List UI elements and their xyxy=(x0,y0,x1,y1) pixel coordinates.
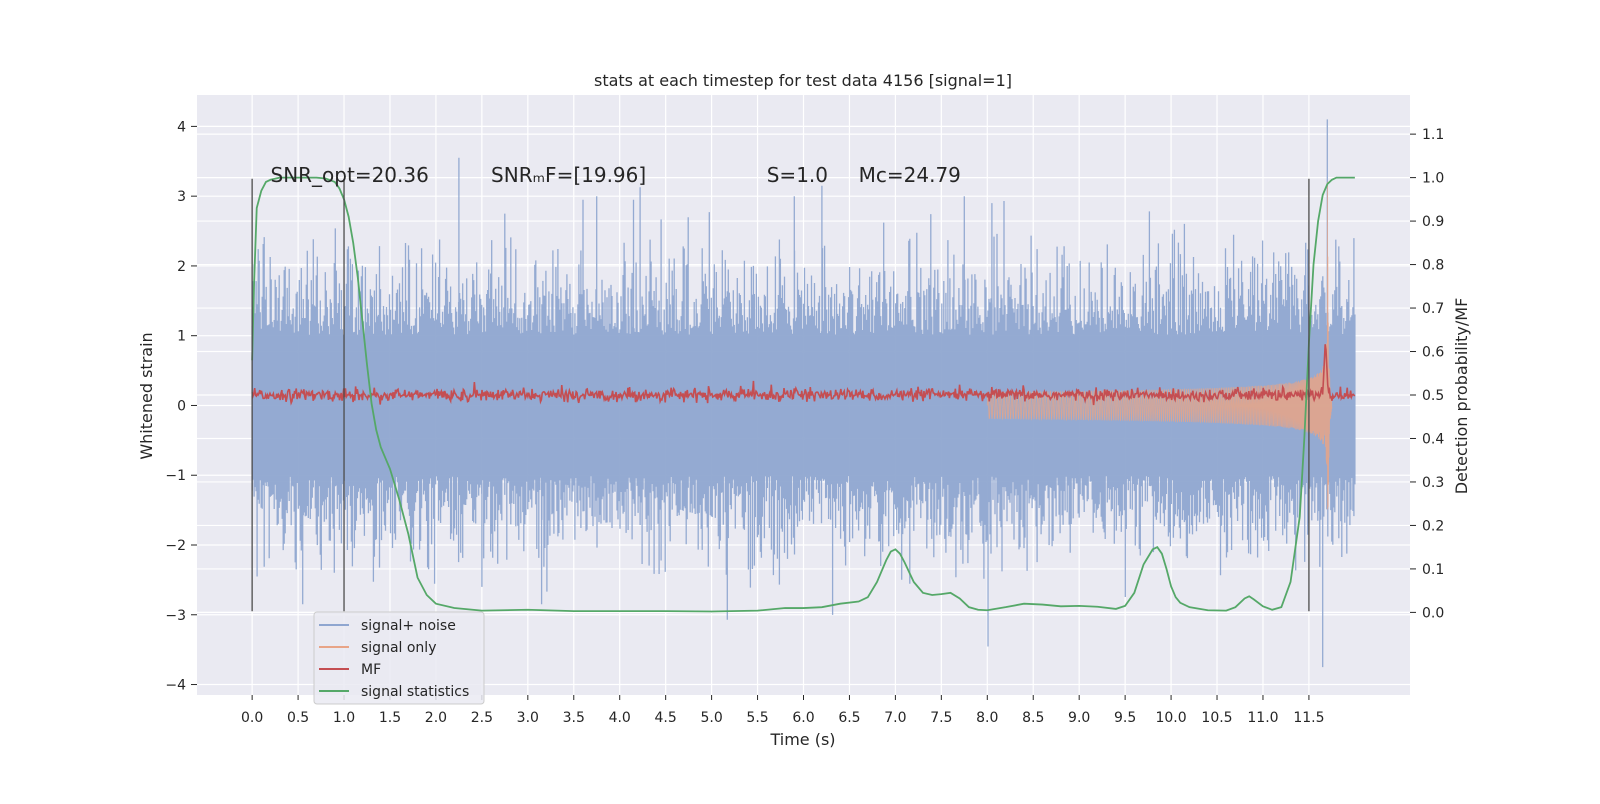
x-tick-label: 4.0 xyxy=(609,710,631,726)
y-left-tick-label: 2 xyxy=(177,259,186,275)
y-left-ticks: −4 −3 −2 −1 0 1 2 3 4 xyxy=(165,119,197,694)
annotation-text: S=1.0 xyxy=(767,163,828,187)
legend-label-signal-statistics: signal statistics xyxy=(361,684,469,700)
y-right-tick-label: 0.4 xyxy=(1422,431,1444,447)
series-signal-statistics xyxy=(251,176,1355,613)
y-right-tick-label: 1.1 xyxy=(1422,127,1444,143)
x-tick-label: 2.5 xyxy=(471,710,493,726)
x-tick-label: 9.0 xyxy=(1068,710,1090,726)
y-right-tick-label: 0.8 xyxy=(1422,258,1444,274)
y-axis-label-right: Detection probability/MF xyxy=(1452,298,1471,495)
y-right-tick-label: 0.5 xyxy=(1422,388,1444,404)
y-right-tick-label: 0.6 xyxy=(1422,345,1444,361)
x-tick-label: 5.0 xyxy=(700,710,722,726)
x-tick-label: 3.0 xyxy=(517,710,539,726)
x-tick-label: 7.5 xyxy=(930,710,952,726)
y-right-tick-label: 0.0 xyxy=(1422,605,1444,621)
x-tick-label: 1.5 xyxy=(379,710,401,726)
x-tick-label: 7.0 xyxy=(884,710,906,726)
legend-box xyxy=(313,611,485,705)
x-tick-label: 11.0 xyxy=(1247,710,1278,726)
x-tick-label: 2.0 xyxy=(425,710,447,726)
legend-label-signal-only: signal only xyxy=(361,640,436,656)
x-tick-label: 0.0 xyxy=(241,710,263,726)
x-tick-label: 5.5 xyxy=(746,710,768,726)
legend-label-mf: MF xyxy=(361,662,381,678)
x-tick-label: 8.0 xyxy=(976,710,998,726)
legend: signal+ noise signal only MF signal stat… xyxy=(313,611,485,705)
y-left-tick-label: 0 xyxy=(177,398,186,414)
series-signal-only xyxy=(986,181,1333,510)
y-left-tick-label: −2 xyxy=(165,538,186,554)
y-right-tick-label: 1.0 xyxy=(1422,171,1444,187)
x-axis-label: Time (s) xyxy=(769,730,835,749)
y-right-tick-label: 0.7 xyxy=(1422,301,1444,317)
vertical-lines xyxy=(251,178,1310,612)
x-tick-label: 3.5 xyxy=(563,710,585,726)
annotations: SNR_opt=20.36 SNRₘF=[19.96] S=1.0 Mᴄ=24.79 xyxy=(271,163,961,187)
y-right-tick-label: 0.9 xyxy=(1422,214,1444,230)
y-left-tick-label: 1 xyxy=(177,329,186,345)
x-tick-label: 6.5 xyxy=(838,710,860,726)
y-left-tick-label: 3 xyxy=(177,189,186,205)
y-left-tick-label: 4 xyxy=(177,119,186,135)
annotation-text: SNRₘF=[19.96] xyxy=(491,163,646,187)
chart-title: stats at each timestep for test data 415… xyxy=(594,71,1012,90)
x-tick-label: 8.5 xyxy=(1022,710,1044,726)
y-right-tick-label: 0.3 xyxy=(1422,475,1444,491)
annotation-text: Mᴄ=24.79 xyxy=(859,163,961,187)
y-left-tick-label: −1 xyxy=(165,468,186,484)
x-tick-label: 10.0 xyxy=(1155,710,1186,726)
x-tick-label: 1.0 xyxy=(333,710,355,726)
y-left-tick-label: −3 xyxy=(165,608,186,624)
legend-label-signal-noise: signal+ noise xyxy=(361,618,456,634)
y-right-tick-label: 0.2 xyxy=(1422,518,1444,534)
x-tick-label: 9.5 xyxy=(1114,710,1136,726)
x-tick-label: 0.5 xyxy=(287,710,309,726)
y-right-ticks: 0.0 0.1 0.2 0.3 0.4 0.5 0.6 0.7 0.8 0.9 1.0 1.1 xyxy=(1410,127,1444,621)
x-tick-label: 6.0 xyxy=(792,710,814,726)
y-left-tick-label: −4 xyxy=(165,678,186,694)
x-ticks: 0.0 0.5 1.0 1.5 2.0 2.5 3.0 3.5 4.0 4.5 5.0 5.5 6.0 6… xyxy=(241,695,1325,726)
y-right-tick-label: 0.1 xyxy=(1422,562,1444,578)
x-tick-label: 11.5 xyxy=(1293,710,1324,726)
series-mf xyxy=(251,344,1356,406)
x-tick-label: 10.5 xyxy=(1201,710,1232,726)
annotation-text: SNR_opt=20.36 xyxy=(271,163,429,187)
x-tick-label: 4.5 xyxy=(655,710,677,726)
y-axis-label-left: Whitened strain xyxy=(137,332,156,459)
